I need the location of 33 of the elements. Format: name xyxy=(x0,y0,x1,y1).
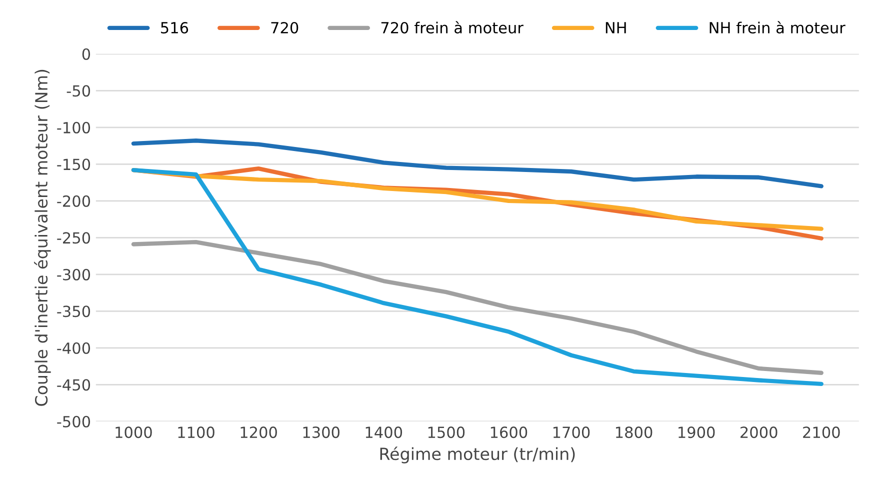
x-tick-label: 1300 xyxy=(303,426,340,438)
legend-label: NH frein à moteur xyxy=(710,21,846,34)
legend-label: 720 frein à moteur xyxy=(381,21,524,34)
x-tick-label: 1800 xyxy=(616,426,652,438)
y-tick-label: -500 xyxy=(57,416,90,428)
y-tick-label: -50 xyxy=(66,85,90,97)
line-series xyxy=(131,138,824,188)
y-tick-label: 0 xyxy=(82,48,90,60)
y-tick-label: -200 xyxy=(57,195,90,207)
legend-label: 720 xyxy=(271,22,298,34)
x-tick-label: 1000 xyxy=(116,426,152,438)
x-tick-label: 1500 xyxy=(428,426,465,438)
x-tick-label: 2000 xyxy=(740,426,778,438)
x-tick-label: 2100 xyxy=(803,426,840,438)
legend-label: NH xyxy=(606,22,626,34)
y-tick-label: -150 xyxy=(57,158,90,170)
y-tick-label: -250 xyxy=(57,232,90,244)
y-tick-label: -100 xyxy=(57,122,90,134)
legend-label: 516 xyxy=(161,22,188,34)
y-axis-title: Couple d'inertie équivalent moteur (Nm) xyxy=(34,70,51,406)
x-tick-label: 1100 xyxy=(178,426,214,438)
y-tick-label: -300 xyxy=(57,268,90,280)
x-axis-title: Régime moteur (tr/min) xyxy=(380,446,575,464)
y-tick-label: -400 xyxy=(57,342,90,354)
y-tick-label: -350 xyxy=(57,306,90,318)
line-series xyxy=(131,240,824,375)
line-series xyxy=(131,168,824,386)
y-tick-label: -450 xyxy=(57,379,90,391)
x-tick-label: 1200 xyxy=(240,426,277,438)
x-tick-label: 1900 xyxy=(678,426,715,438)
x-tick-label: 1700 xyxy=(553,426,590,438)
x-tick-label: 1600 xyxy=(490,426,528,438)
x-tick-label: 1400 xyxy=(366,426,402,438)
